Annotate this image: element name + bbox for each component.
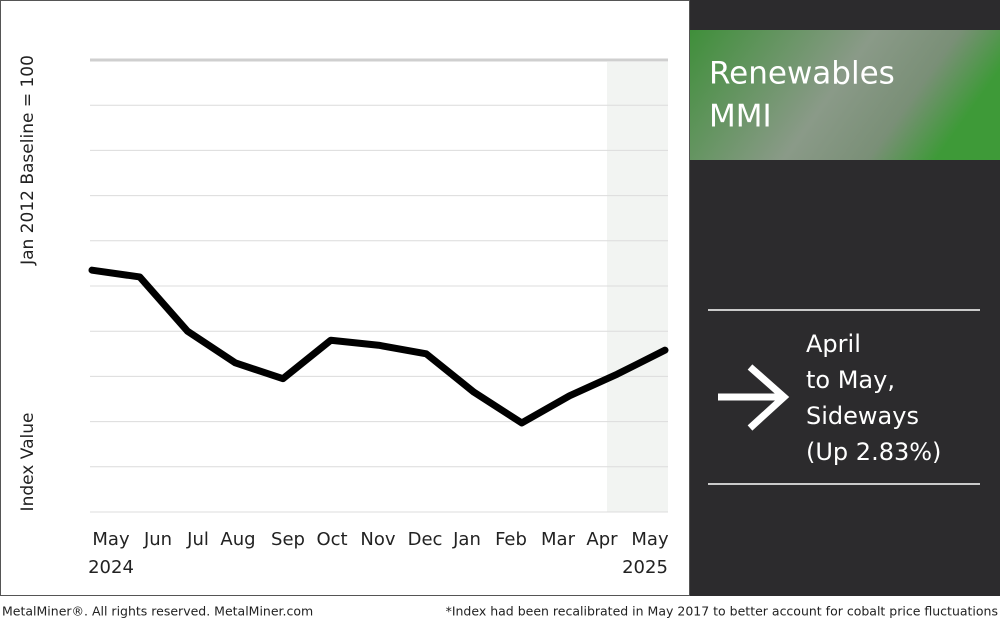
x-tick-label: Jan bbox=[452, 529, 481, 550]
summary-text: (Up 2.83%) bbox=[806, 438, 941, 466]
year-label: 2024 bbox=[88, 557, 134, 578]
summary-text: Sideways bbox=[806, 402, 919, 430]
x-tick-label: Nov bbox=[360, 529, 395, 550]
x-tick-label: Mar bbox=[541, 529, 576, 550]
arrow-icon bbox=[718, 364, 790, 431]
summary-text: April bbox=[806, 330, 861, 358]
x-tick-label: Apr bbox=[586, 529, 618, 550]
year-label: 2025 bbox=[622, 557, 668, 578]
data-line bbox=[88, 266, 669, 427]
highlight-band bbox=[607, 62, 668, 512]
footer: *Index had been recalibrated in May 2017… bbox=[446, 604, 998, 619]
x-tick-label: Dec bbox=[408, 529, 443, 550]
x-tick-label: Feb bbox=[495, 529, 527, 550]
chart-panel bbox=[0, 0, 690, 596]
x-tick-label: May bbox=[631, 529, 669, 550]
x-tick-label: Aug bbox=[220, 529, 255, 550]
footer: MetalMiner®. All rights reserved. MetalM… bbox=[2, 604, 313, 619]
title-box bbox=[690, 30, 1000, 160]
y-axis-label: Index Value bbox=[18, 413, 38, 512]
x-tick-label: May bbox=[92, 529, 130, 550]
y-axis-label: Jan 2012 Baseline = 100 bbox=[18, 55, 38, 266]
x-tick-label: Jun bbox=[143, 529, 172, 550]
summary-text: to May, bbox=[806, 366, 895, 394]
x-tick-label: Sep bbox=[271, 529, 305, 550]
panel-title: MMI bbox=[709, 99, 772, 135]
x-tick-label: Oct bbox=[316, 529, 347, 550]
x-tick-label: Jul bbox=[186, 529, 209, 550]
panel-title: Renewables bbox=[709, 56, 895, 92]
